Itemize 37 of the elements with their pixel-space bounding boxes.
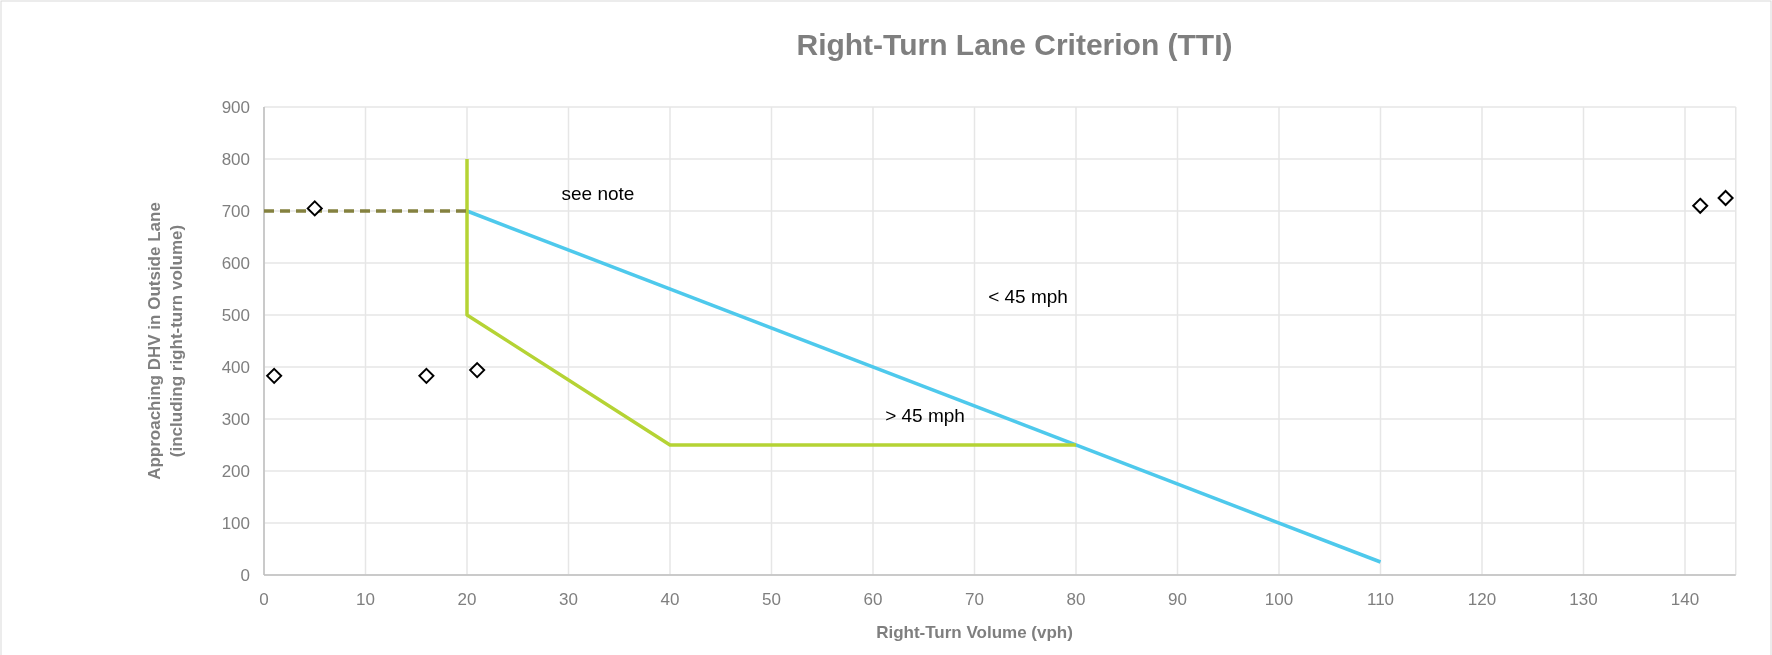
x-tick-label: 20: [457, 590, 477, 609]
point: [1692, 197, 1709, 214]
y-tick-label: 200: [221, 461, 250, 481]
x-tick-label: 130: [1569, 590, 1598, 609]
point: [469, 362, 486, 379]
x-tick-label: 70: [965, 590, 984, 609]
annotation: see note: [561, 182, 635, 204]
x-tick-label: 120: [1467, 590, 1497, 609]
x-tick-label: 10: [356, 590, 375, 609]
y-tick-label: 600: [221, 253, 250, 273]
x-tick-label: 90: [1168, 590, 1187, 609]
x-tick-label: 60: [863, 590, 883, 609]
x-tick-label: 30: [559, 590, 578, 609]
y-tick-label: 900: [221, 97, 250, 117]
y-tick-label: 0: [240, 565, 250, 585]
y-axis-title: Approaching DHV in Outside Lane (including right-turn volume): [145, 202, 186, 480]
x-tick-label: 140: [1670, 590, 1700, 609]
y-tick-label: 100: [221, 513, 250, 533]
point: [266, 367, 283, 384]
y-tick-label: 400: [221, 357, 250, 377]
x-tick-label: 50: [762, 590, 781, 609]
x-tick-label: 110: [1366, 590, 1395, 609]
y-tick-label: 800: [221, 149, 250, 169]
y-tick-label: 700: [221, 201, 250, 221]
y-tick-label: 300: [221, 409, 250, 429]
annotation: > 45 mph: [885, 404, 965, 426]
x-tick-label: 100: [1264, 590, 1294, 609]
point: [418, 367, 435, 384]
annotation: < 45 mph: [988, 285, 1068, 307]
point: [306, 200, 323, 217]
chart-title: Right-Turn Lane Criterion (TTI): [796, 28, 1233, 61]
point: [1717, 190, 1734, 206]
x-tick-label: 40: [660, 590, 680, 609]
x-axis-title: Right-Turn Volume (vph): [876, 623, 1073, 642]
x-tick-label: 0: [259, 590, 269, 609]
y-tick-label: 500: [221, 305, 250, 325]
x-tick-label: 80: [1066, 590, 1086, 609]
